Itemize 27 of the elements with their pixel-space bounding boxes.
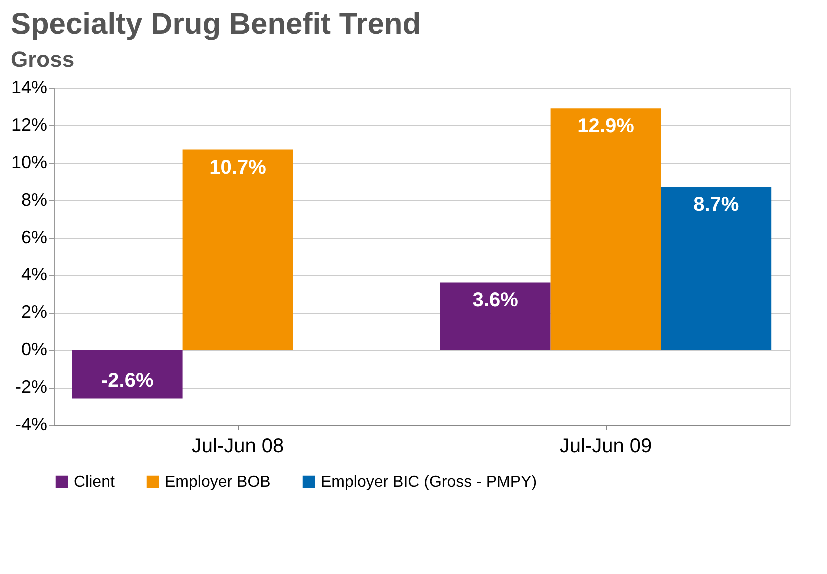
bar [661,187,772,350]
data-label: 12.9% [578,116,635,138]
legend-label: Employer BOB [165,474,271,491]
y-tick-label: 10% [11,152,48,172]
y-tick-label: -2% [15,377,48,398]
y-tick-label: 0% [21,340,48,360]
y-tick-label: 8% [21,190,48,210]
y-tick-label: 14% [11,78,48,98]
y-tick-label: 12% [11,114,48,135]
legend-label: Client [74,474,116,491]
data-label: 10.7% [210,156,267,179]
bar [550,108,662,350]
bar [182,150,294,350]
data-label: 3.6% [472,290,519,312]
y-tick-label: 2% [21,302,48,322]
data-label: -2.6% [101,370,154,392]
x-tick-label: Jul-Jun 09 [560,436,652,458]
bar [72,350,183,399]
legend-label: Employer BIC (Gross - PMPY) [321,474,538,491]
y-tick-label: -4% [15,414,48,434]
y-tick-label: 6% [21,227,48,248]
y-tick-label: 4% [21,264,48,285]
bar [440,282,551,350]
chart-subtitle: Gross [10,47,75,72]
chart-title: Specialty Drug Benefit Trend [10,8,422,41]
x-tick-label: Jul-Jun 08 [192,436,284,458]
data-label: 8.7% [694,194,740,216]
